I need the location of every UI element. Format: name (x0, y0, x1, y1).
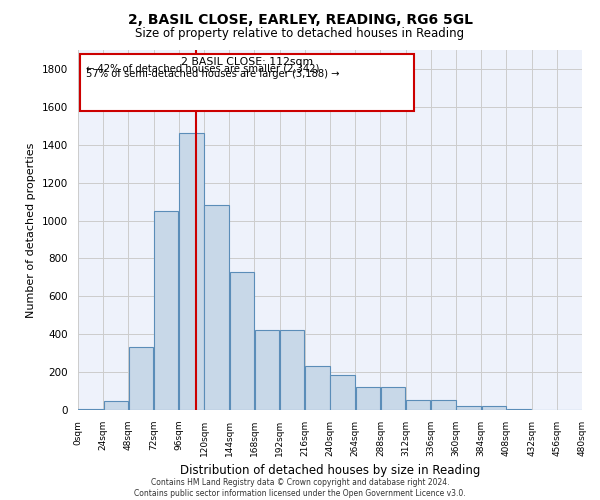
Bar (205, 206, 229, 410)
Bar (431, 400, 455, 410)
Text: Size of property relative to detached houses in Reading: Size of property relative to detached ho… (136, 28, 464, 40)
Text: Contains HM Land Registry data © Crown copyright and database right 2024.
Contai: Contains HM Land Registry data © Crown c… (134, 478, 466, 498)
Text: 57% of semi-detached houses are larger (3,188) →: 57% of semi-detached houses are larger (… (86, 68, 340, 78)
Bar (154, 211, 178, 410)
FancyBboxPatch shape (80, 54, 414, 110)
Bar (482, 406, 506, 410)
Text: 2 BASIL CLOSE: 112sqm: 2 BASIL CLOSE: 112sqm (181, 57, 313, 67)
Bar (104, 400, 128, 410)
Bar (356, 388, 380, 410)
Bar (305, 366, 329, 410)
Bar (230, 272, 254, 410)
Bar (406, 400, 430, 410)
Bar (255, 330, 279, 410)
Bar (507, 409, 531, 410)
Bar (280, 330, 304, 410)
Text: 2, BASIL CLOSE, EARLEY, READING, RG6 5GL: 2, BASIL CLOSE, EARLEY, READING, RG6 5GL (128, 12, 473, 26)
Bar (331, 375, 355, 410)
Y-axis label: Number of detached properties: Number of detached properties (26, 142, 37, 318)
Bar (381, 388, 405, 410)
Bar (457, 406, 481, 410)
X-axis label: Distribution of detached houses by size in Reading: Distribution of detached houses by size … (180, 464, 480, 477)
Bar (129, 348, 153, 410)
Text: ← 42% of detached houses are smaller (2,342): ← 42% of detached houses are smaller (2,… (86, 64, 320, 74)
Bar (179, 134, 203, 410)
Bar (79, 409, 103, 410)
